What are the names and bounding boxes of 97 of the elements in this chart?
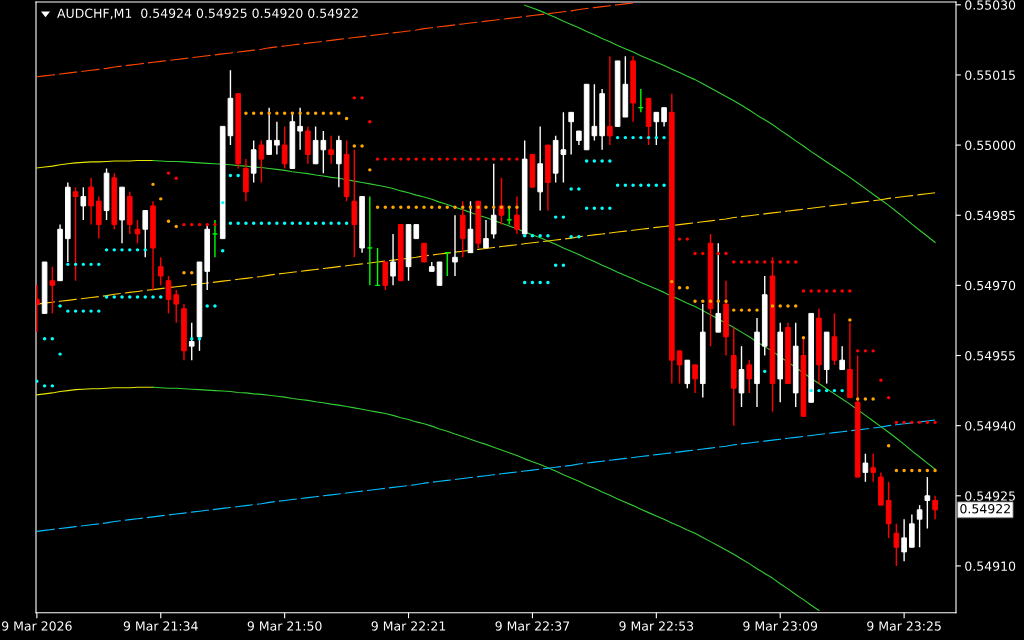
point	[654, 135, 659, 140]
point	[623, 135, 628, 140]
candlestick	[258, 139, 265, 184]
candlestick	[676, 350, 683, 385]
point	[50, 336, 55, 341]
candlestick	[367, 195, 373, 287]
candlestick	[95, 195, 102, 240]
candlestick	[909, 513, 915, 548]
candlestick	[893, 523, 900, 567]
candlestick	[932, 495, 938, 520]
candlestick	[336, 135, 342, 188]
candlestick	[684, 359, 691, 389]
candlestick	[568, 111, 574, 156]
candlestick	[436, 261, 443, 287]
candlestick	[885, 481, 892, 539]
line-series	[524, 4, 936, 243]
candlestick	[870, 453, 876, 483]
candlestick	[88, 177, 94, 226]
candlestick	[382, 261, 389, 291]
candlestick	[924, 476, 931, 530]
candlestick	[80, 186, 87, 221]
candlestick	[839, 345, 845, 371]
candlestick	[862, 453, 869, 483]
point	[577, 187, 581, 191]
candlestick	[653, 111, 660, 146]
candlestick	[250, 139, 257, 184]
candlestick	[901, 518, 907, 562]
point	[608, 159, 612, 163]
candlestick	[692, 364, 698, 394]
x-tick-label: 9 Mar 22:53	[619, 621, 694, 631]
point	[639, 135, 643, 140]
line-series	[36, 419, 936, 532]
point	[546, 234, 550, 238]
candlestick	[173, 289, 180, 324]
point	[81, 262, 86, 267]
chart-title: AUDCHF,M1 0.54924 0.54925 0.54920 0.54922	[57, 8, 358, 20]
candlestick	[243, 158, 249, 202]
y-tick-label: 0.54985	[965, 210, 1015, 221]
candlestick	[746, 359, 753, 394]
candlestick	[188, 322, 195, 361]
candlestick	[483, 219, 489, 249]
y-tick-label: 0.55030	[965, 0, 1016, 10]
candlestick	[351, 149, 358, 259]
candlestick	[390, 233, 396, 287]
line-series	[36, 2, 634, 78]
candlestick	[452, 214, 458, 277]
candlestick	[49, 265, 56, 315]
candlestick	[738, 345, 745, 408]
candlestick	[607, 55, 613, 146]
y-tick-label: 0.55000	[965, 140, 1016, 151]
candlestick	[165, 275, 172, 315]
x-tick-label: 9 Mar 22:37	[495, 621, 570, 631]
x-tick-label: 9 Mar 22:21	[371, 621, 446, 631]
y-tick-label: 0.54970	[965, 280, 1016, 291]
point	[104, 248, 109, 252]
y-tick-label: 0.55015	[965, 70, 1015, 80]
x-tick-label: 9 Mar 23:25	[867, 621, 941, 631]
candlestick	[281, 125, 288, 170]
point	[553, 215, 558, 219]
point	[615, 135, 620, 140]
point	[135, 248, 140, 252]
x-tick-label: 9 Mar 2026	[1, 621, 72, 631]
point	[42, 336, 47, 341]
candlestick	[421, 242, 427, 263]
x-tick-label: 9 Mar 21:34	[123, 621, 198, 631]
candlestick	[72, 186, 79, 282]
candlestick	[514, 195, 520, 235]
candlestick	[274, 121, 280, 156]
y-tick-label: 0.54925	[965, 491, 1015, 501]
candlestick	[661, 106, 667, 128]
y-tick-label: 0.54910	[965, 561, 1016, 571]
line-series	[36, 159, 154, 169]
point	[228, 173, 233, 178]
point	[58, 304, 62, 308]
point	[646, 135, 651, 140]
candlestick	[916, 504, 923, 548]
point	[120, 248, 124, 252]
point	[569, 187, 573, 191]
candlestick	[305, 125, 311, 165]
x-tick-label: 9 Mar 21:50	[247, 621, 322, 631]
line-series	[152, 386, 820, 611]
point	[600, 159, 604, 163]
candlestick	[328, 135, 334, 165]
candlestick	[134, 219, 141, 244]
candlestick	[498, 177, 505, 226]
point	[73, 262, 78, 267]
y-tick-label: 0.54955	[965, 350, 1015, 361]
text: 0.54922	[960, 504, 1010, 514]
candlestick	[266, 106, 272, 156]
candlestick	[157, 256, 164, 287]
point	[236, 173, 240, 178]
candlestick	[297, 106, 303, 151]
x-tick-label: 9 Mar 23:09	[743, 621, 818, 631]
line-series	[36, 386, 154, 396]
candlestick	[831, 312, 838, 366]
y-tick-label: 0.54940	[965, 421, 1016, 431]
point	[220, 200, 225, 205]
